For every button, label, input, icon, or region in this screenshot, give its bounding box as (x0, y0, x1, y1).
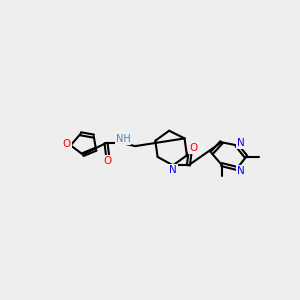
Text: NH: NH (116, 134, 130, 144)
Text: O: O (103, 156, 112, 166)
Text: O: O (63, 139, 71, 149)
Text: N: N (237, 166, 244, 176)
Text: O: O (189, 143, 197, 153)
Text: N: N (169, 165, 177, 175)
Text: N: N (237, 138, 244, 148)
